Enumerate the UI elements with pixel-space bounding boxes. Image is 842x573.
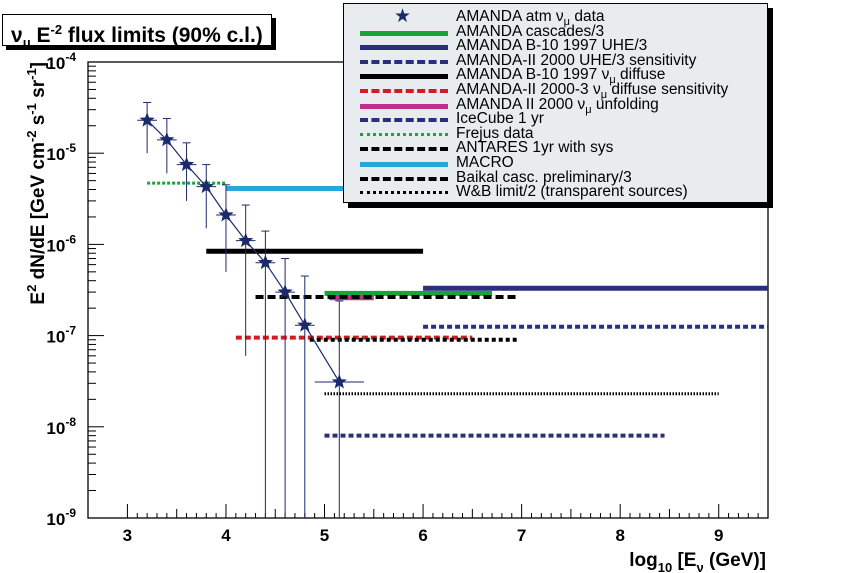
y-tick-label: 10-9 [46,506,76,529]
title-e: E [30,24,51,47]
title-rest: flux limits (90% c.l.) [62,24,263,47]
y-tick-label: 10-4 [46,50,76,73]
legend-line-swatch [360,59,448,64]
title-mu-sub: μ [22,35,31,51]
data-point-star [331,374,347,389]
title-exp: -2 [50,22,63,37]
legend-item: AMANDA II 2000 νμ unfolding [344,95,764,116]
legend-item: AMANDA cascades/3 [344,22,764,41]
legend-item: AMANDA B-10 1997 νμ diffuse [344,66,764,87]
legend-label: AMANDA atm νμ data [456,8,605,29]
legend-label: AMANDA II 2000 νμ unfolding [456,95,659,116]
legend-line-swatch [360,89,448,93]
legend-line-swatch [360,176,448,181]
data-point-star [257,254,273,270]
legend-item: MACRO [344,154,764,172]
data-point-star [198,178,214,194]
legend-line-swatch [360,30,448,36]
data-point-star [178,156,195,172]
x-tick-label: 5 [320,526,329,545]
legend-line-swatch [360,147,448,152]
legend-label: AMANDA B-10 1997 νμ diffuse [456,66,666,87]
legend-line-swatch [360,74,448,80]
legend-line-swatch [360,45,448,51]
legend-item: W&B limit/2 (transparent sources) [344,183,764,201]
x-tick-label: 8 [615,526,624,545]
y-tick-label: 10-7 [46,324,76,347]
data-connector-line [146,119,340,383]
x-tick-label: 7 [517,526,526,545]
legend-label: AMANDA cascades/3 [456,22,605,40]
x-tick-label: 9 [714,526,723,545]
y-axis-title: E2 dN/dE [GeV cm-2 s-1 sr-1] [24,62,49,305]
data-point-star [238,232,254,248]
y-tick-label: 10-6 [46,232,76,255]
legend-item: IceCube 1 yr [344,110,764,128]
legend-line-swatch [360,191,448,195]
legend-label: W&B limit/2 (transparent sources) [456,183,688,201]
legend-star-icon: ★ [394,6,412,27]
legend-line-swatch [360,118,448,123]
legend-label: Baikal casc. preliminary/3 [456,168,632,186]
title-nu: ν [11,24,23,47]
legend-label: AMANDA-II 2000 UHE/3 sensitivity [456,51,697,69]
data-point-star [218,207,234,222]
legend-label: Frejus data [456,124,534,142]
legend-label: AMANDA-II 2000-3 νμ diffuse sensitivity [456,81,729,102]
x-axis-title: log10 [Eν (GeV)] [629,550,766,573]
y-tick-label: 10-8 [46,415,76,438]
chart-legend: ★ AMANDA atm νμ data AMANDA cascades/3 AMAN… [343,3,768,203]
legend-item: ANTARES 1yr with sys [344,139,764,157]
data-point-star [139,112,155,127]
legend-item: Baikal casc. preliminary/3 [344,168,764,187]
legend-item: Frejus data [344,124,764,143]
data-point-star [297,317,313,332]
legend-item: ★ AMANDA atm νμ data [344,7,764,29]
legend-label: MACRO [456,154,514,171]
x-tick-label: 4 [221,526,231,545]
x-tick-label: 6 [418,526,427,545]
y-tick-label: 10-5 [46,141,76,164]
legend-line-swatch [360,162,448,167]
legend-item: AMANDA-II 2000-3 νμ diffuse sensitivity [344,81,764,102]
data-point-star [277,284,293,299]
legend-label: IceCube 1 yr [456,110,544,128]
chart-title: νμ E-2 flux limits (90% c.l.) [2,14,272,50]
x-tick-label: 3 [123,526,132,545]
legend-label: ANTARES 1yr with sys [456,139,614,157]
data-point-star [159,131,175,147]
legend-item: AMANDA-II 2000 UHE/3 sensitivity [344,51,764,70]
legend-line-swatch [360,103,448,109]
legend-line-swatch [360,132,448,136]
legend-item: AMANDA B-10 1997 UHE/3 [344,37,764,55]
legend-label: AMANDA B-10 1997 UHE/3 [456,37,648,55]
